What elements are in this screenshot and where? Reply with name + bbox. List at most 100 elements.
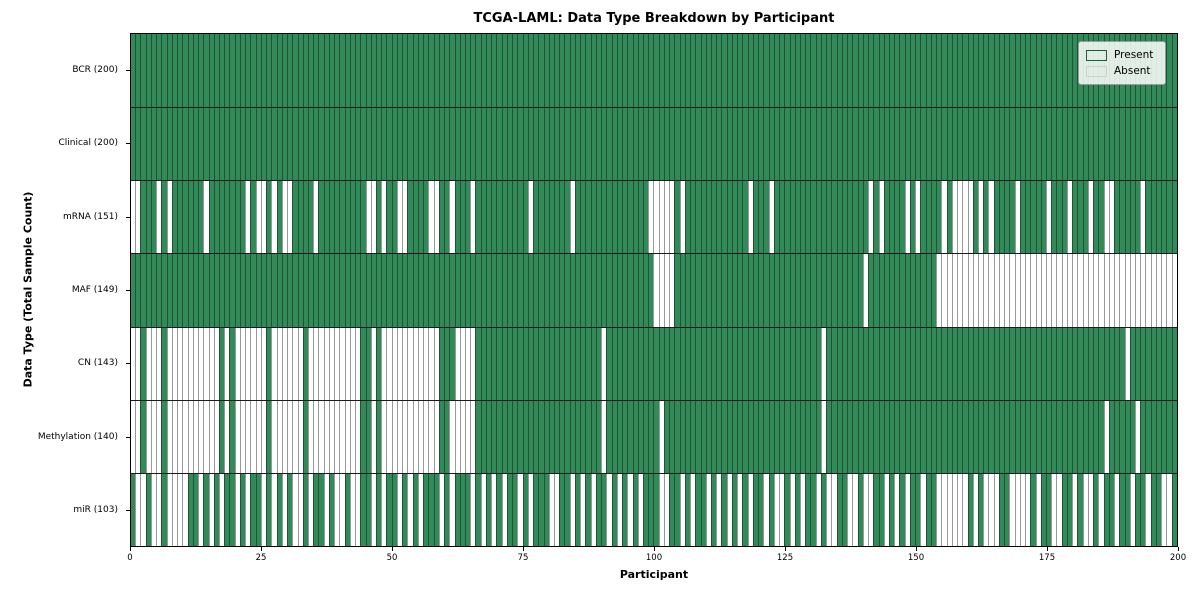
cell: [1082, 327, 1088, 400]
cell: [1087, 254, 1094, 327]
cell: [344, 400, 350, 473]
cell: [622, 181, 628, 254]
cell: [229, 400, 235, 473]
cell: [684, 254, 691, 327]
cell: [402, 34, 408, 108]
cell: [826, 254, 832, 327]
cell: [606, 327, 612, 400]
cell: [234, 34, 240, 108]
cell: [988, 181, 994, 254]
cell: [852, 327, 858, 400]
cell: [559, 400, 565, 473]
cell: [313, 327, 319, 400]
cell: [276, 108, 282, 181]
cell: [569, 34, 575, 108]
x-tick-label: 0: [127, 553, 133, 563]
cell: [1124, 327, 1130, 400]
cell: [574, 108, 581, 181]
cell: [711, 108, 717, 181]
cell: [553, 254, 560, 327]
cell: [166, 108, 172, 181]
cell: [1166, 327, 1172, 400]
cell: [847, 108, 853, 181]
cell: [548, 400, 554, 473]
cell: [1082, 181, 1088, 254]
cell: [135, 108, 141, 181]
cell: [150, 34, 157, 108]
cell: [281, 254, 288, 327]
cell: [580, 254, 586, 327]
cell: [972, 181, 978, 254]
cell: [166, 327, 172, 400]
cell: [967, 181, 973, 254]
cell: [731, 254, 738, 327]
cell: [742, 400, 748, 473]
cell: [616, 473, 623, 546]
cell: [909, 254, 916, 327]
cell: [983, 400, 989, 473]
cell: [705, 473, 712, 546]
cell: [1014, 34, 1020, 108]
cell: [213, 254, 219, 327]
cell: [752, 254, 759, 327]
cell: [909, 400, 916, 473]
cell: [208, 108, 214, 181]
cell: [836, 400, 842, 473]
cell: [365, 254, 371, 327]
cell: [538, 254, 544, 327]
cell: [307, 34, 314, 108]
cell: [391, 254, 397, 327]
cell: [496, 327, 502, 400]
cell: [538, 327, 544, 400]
cell: [470, 254, 476, 327]
cell: [758, 473, 764, 546]
cell: [789, 473, 795, 546]
cell: [465, 254, 471, 327]
cell: [904, 181, 910, 254]
cell: [1030, 254, 1036, 327]
cell: [1025, 327, 1031, 400]
cell: [198, 327, 204, 400]
cell: [1114, 400, 1120, 473]
cell: [690, 254, 696, 327]
cell: [606, 108, 612, 181]
cell: [836, 327, 842, 400]
cell: [1009, 34, 1015, 108]
cell: [747, 327, 753, 400]
cell: [150, 108, 157, 181]
cell: [1098, 473, 1104, 546]
cell: [669, 254, 675, 327]
cell: [758, 327, 764, 400]
cell: [569, 400, 575, 473]
cell: [1114, 181, 1120, 254]
cell: [1025, 181, 1031, 254]
cell: [449, 254, 455, 327]
cell: [820, 34, 827, 108]
cell: [543, 400, 549, 473]
cell: [224, 181, 230, 254]
cell: [287, 400, 293, 473]
cell: [951, 473, 958, 546]
cell: [177, 108, 183, 181]
cell: [417, 400, 424, 473]
cell: [297, 400, 303, 473]
cell: [538, 473, 544, 546]
heatmap-row-miR: [131, 472, 1177, 546]
cell: [595, 254, 602, 327]
cell: [789, 181, 795, 254]
cell: [909, 34, 916, 108]
cell: [1004, 34, 1010, 108]
cell: [543, 34, 549, 108]
cell: [501, 400, 507, 473]
cell: [831, 327, 837, 400]
cell: [428, 254, 434, 327]
cell: [145, 473, 151, 546]
cell: [538, 181, 544, 254]
cell: [820, 108, 827, 181]
cell: [857, 400, 863, 473]
cell: [334, 473, 340, 546]
cell: [1066, 181, 1073, 254]
cell: [585, 473, 591, 546]
cell: [831, 181, 837, 254]
cell: [302, 400, 308, 473]
